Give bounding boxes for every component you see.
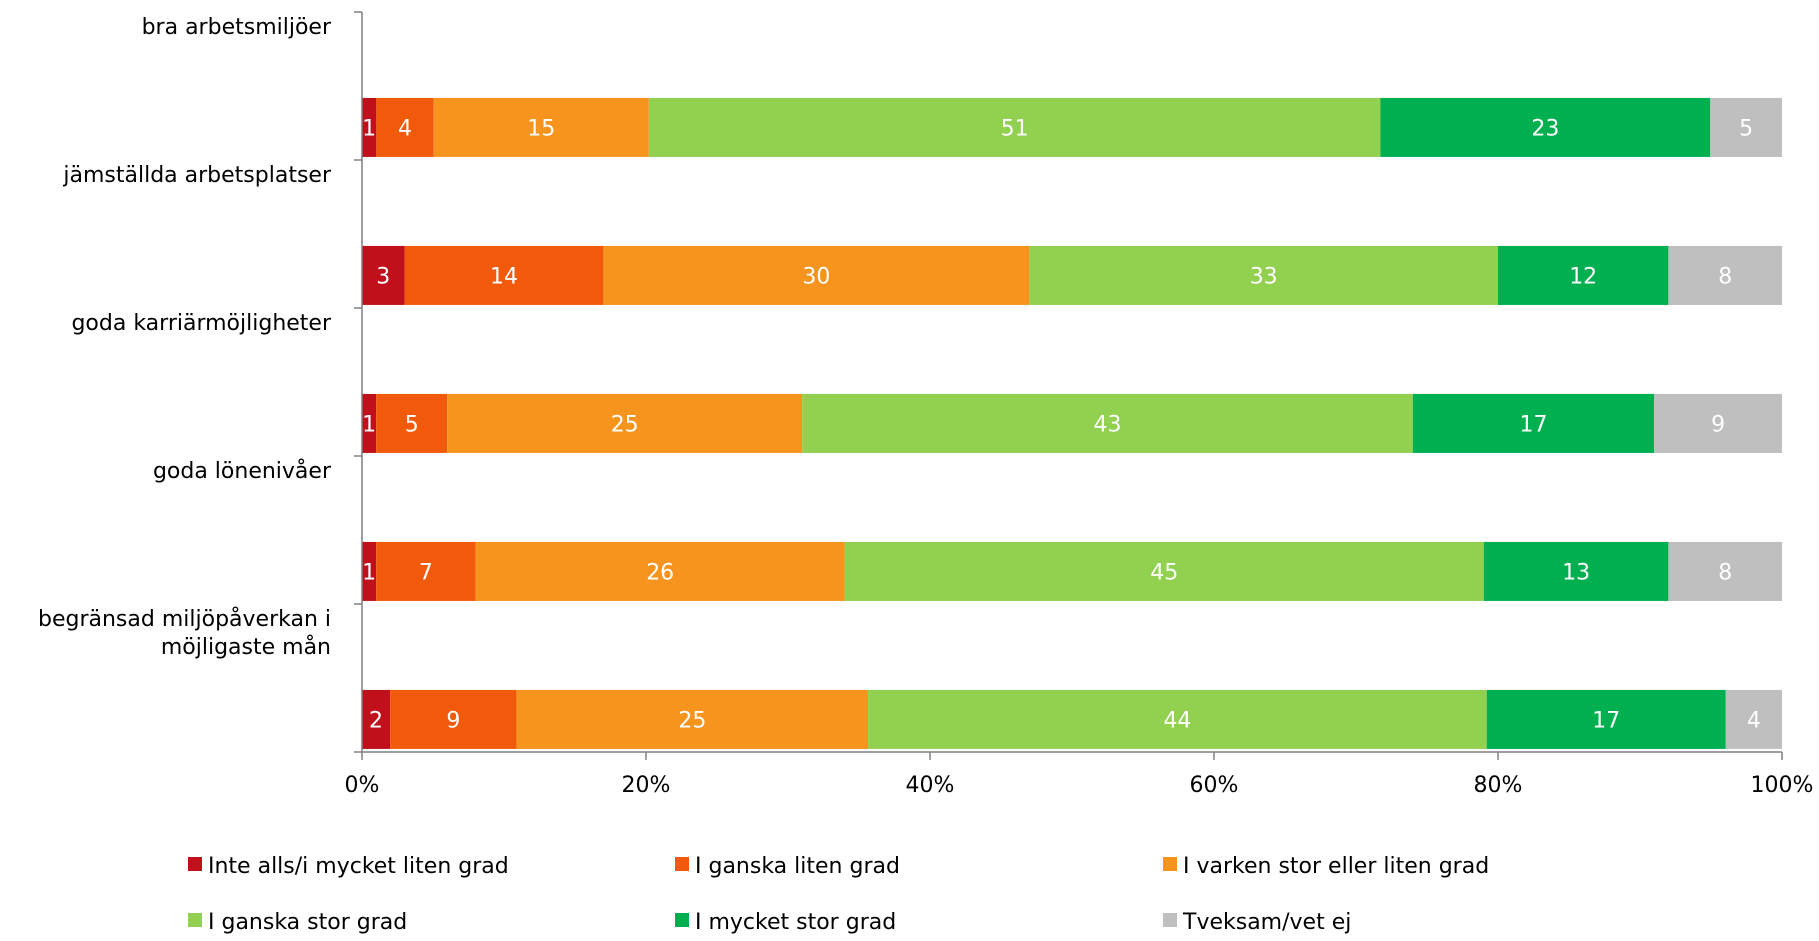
bar-segment bbox=[376, 97, 434, 157]
legend: Inte alls/i mycket liten grad I ganska li… bbox=[188, 854, 1489, 935]
data-label: 51 bbox=[1001, 116, 1029, 141]
bar-segment bbox=[844, 541, 1484, 601]
data-label: 26 bbox=[646, 560, 674, 585]
x-tick-label: 100% bbox=[1751, 773, 1814, 798]
x-tick-label: 60% bbox=[1190, 773, 1239, 798]
bar-segment bbox=[404, 245, 604, 305]
data-label: 8 bbox=[1718, 560, 1732, 585]
legend-label: I ganska liten grad bbox=[695, 854, 900, 879]
bar-segment bbox=[603, 245, 1030, 305]
data-label: 43 bbox=[1094, 412, 1122, 437]
bar-segment bbox=[1710, 97, 1782, 157]
bar-segment bbox=[376, 393, 448, 453]
bar-segment bbox=[1668, 541, 1782, 601]
legend-label: I varken stor eller liten grad bbox=[1183, 854, 1489, 879]
data-label: 1 bbox=[362, 116, 376, 141]
legend-label: I ganska stor grad bbox=[208, 910, 407, 935]
category-label: begränsad miljöpåverkan i bbox=[38, 606, 331, 632]
bar-segment bbox=[868, 689, 1487, 749]
category-label: goda lönenivåer bbox=[153, 458, 332, 484]
data-label: 5 bbox=[405, 412, 419, 437]
data-label: 25 bbox=[678, 708, 706, 733]
bar-segment bbox=[362, 541, 377, 601]
data-label: 33 bbox=[1250, 264, 1278, 289]
data-label: 5 bbox=[1739, 116, 1753, 141]
bar-segment bbox=[376, 541, 476, 601]
data-label: 9 bbox=[1711, 412, 1725, 437]
bar-segment bbox=[1412, 393, 1655, 453]
data-label: 14 bbox=[490, 264, 518, 289]
category-label: möjligaste mån bbox=[161, 634, 331, 660]
data-label: 1 bbox=[362, 560, 376, 585]
data-label: 15 bbox=[527, 116, 555, 141]
bar-segment bbox=[802, 393, 1413, 453]
x-tick-label: 80% bbox=[1474, 773, 1523, 798]
x-tick-label: 0% bbox=[345, 773, 380, 798]
data-label: 17 bbox=[1520, 412, 1548, 437]
data-label: 8 bbox=[1718, 264, 1732, 289]
bar-segment bbox=[1725, 689, 1782, 749]
bar-segment bbox=[1029, 245, 1498, 305]
category-label: goda karriärmöjligheter bbox=[71, 311, 331, 336]
data-label: 7 bbox=[419, 560, 433, 585]
category-label: bra arbetsmiljöer bbox=[142, 15, 332, 40]
data-label: 9 bbox=[446, 708, 460, 733]
bar-segment bbox=[433, 97, 649, 157]
data-label: 2 bbox=[369, 708, 383, 733]
bar-segment bbox=[362, 689, 391, 749]
legend-swatch bbox=[675, 913, 689, 927]
legend-swatch bbox=[1163, 857, 1177, 871]
bar-segment bbox=[516, 689, 869, 749]
axes: 0% 20% 40% 60% 80% 100% bbox=[345, 11, 1814, 798]
data-label: 13 bbox=[1562, 560, 1590, 585]
data-label: 44 bbox=[1163, 708, 1191, 733]
legend-swatch bbox=[1163, 913, 1177, 927]
bar-segment bbox=[362, 393, 377, 453]
bar-segment bbox=[648, 97, 1381, 157]
x-tick-label: 40% bbox=[906, 773, 955, 798]
data-label: 17 bbox=[1592, 708, 1620, 733]
bar-segment bbox=[1498, 245, 1669, 305]
legend-swatch bbox=[675, 857, 689, 871]
bar-segment bbox=[447, 393, 803, 453]
bar-segment bbox=[1380, 97, 1711, 157]
bar-segment bbox=[390, 689, 517, 749]
data-label: 23 bbox=[1531, 116, 1559, 141]
bar-segment bbox=[362, 97, 377, 157]
legend-swatch bbox=[188, 913, 202, 927]
data-label: 12 bbox=[1569, 264, 1597, 289]
legend-swatch bbox=[188, 857, 202, 871]
legend-label: I mycket stor grad bbox=[695, 910, 896, 935]
bars-layer: 1 4 15 51 23 53 14 30 33 12 81 5 25 43 17 91 7 26 45 13 82 9 2… bbox=[362, 97, 1782, 749]
bar-segment bbox=[475, 541, 845, 601]
data-label: 3 bbox=[376, 264, 390, 289]
bar-segment bbox=[362, 245, 405, 305]
legend-label: Tveksam/vet ej bbox=[1182, 910, 1351, 935]
data-label: 30 bbox=[802, 264, 830, 289]
x-tick-label: 20% bbox=[622, 773, 671, 798]
bar-segment bbox=[1483, 541, 1669, 601]
category-label: jämställda arbetsplatser bbox=[62, 163, 332, 188]
category-labels: bra arbetsmiljöer jämställda arbetsplatse… bbox=[38, 15, 332, 660]
legend-label: Inte alls/i mycket liten grad bbox=[208, 854, 509, 879]
data-label: 4 bbox=[1747, 708, 1761, 733]
data-label: 45 bbox=[1150, 560, 1178, 585]
data-label: 4 bbox=[398, 116, 412, 141]
bar-segment bbox=[1654, 393, 1782, 453]
data-label: 1 bbox=[362, 412, 376, 437]
data-label: 25 bbox=[611, 412, 639, 437]
bar-segment bbox=[1668, 245, 1782, 305]
bar-segment bbox=[1486, 689, 1726, 749]
